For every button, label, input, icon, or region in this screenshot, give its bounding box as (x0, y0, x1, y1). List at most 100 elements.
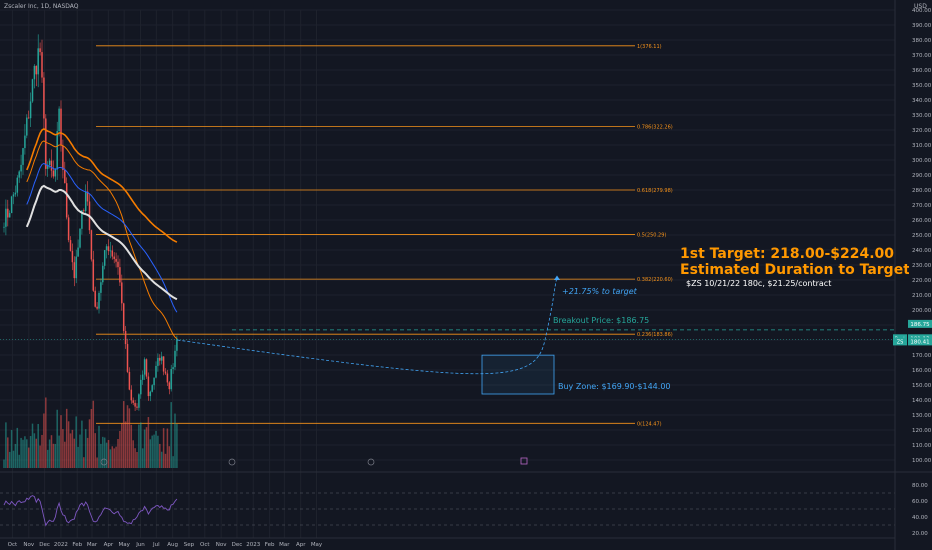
price-tag-2: 180.41 (910, 339, 929, 345)
volume-bar (8, 451, 11, 468)
candle-body (7, 208, 9, 218)
volume-bar (113, 448, 115, 468)
candle-body (109, 250, 112, 252)
candle-body (134, 402, 136, 407)
candle-body (130, 389, 133, 401)
fib-label-1: 0.786(322.26) (637, 125, 673, 131)
candle-body (58, 108, 60, 132)
earnings-marker-icon[interactable] (367, 458, 375, 466)
breakout-label: Breakout Price: $186.75 (553, 316, 650, 325)
candle-body (52, 170, 55, 177)
fibonacci-levels: 1(376.11) 0.786(322.26) 0.618(279.98) 0.5(2… (96, 44, 673, 427)
candle-body (103, 250, 106, 266)
candle-body (140, 379, 142, 395)
ma-200-line (25, 184, 178, 301)
time-tick-6: Apr (104, 542, 114, 548)
price-tag-0: 186.75 (910, 322, 930, 328)
rsi-tick-1: 60.00 (912, 499, 928, 505)
candle-body (105, 246, 108, 251)
candle-body (77, 247, 79, 257)
volume-bar (83, 457, 85, 468)
price-tick-11: 210.00 (912, 293, 932, 299)
candle-body (65, 183, 68, 218)
volume-bar (119, 430, 121, 468)
volume-bar (24, 436, 26, 468)
volume-bar (77, 446, 79, 468)
volume-bar (168, 446, 171, 468)
candle-body (33, 65, 36, 80)
candle-body (160, 356, 163, 361)
volume-bar (147, 417, 150, 468)
candle-body (31, 79, 34, 102)
volume-bar (84, 429, 87, 468)
time-tick-7: May (118, 542, 130, 548)
volume-bar (46, 449, 49, 468)
volume-bar (174, 413, 176, 468)
symbol-header[interactable]: Zscaler Inc, 1D, NASDAQ (4, 3, 79, 10)
candle-body (168, 382, 171, 390)
volume-bar (39, 445, 41, 468)
price-tick-4: 140.00 (912, 398, 932, 404)
time-tick-14: Dec (232, 542, 243, 548)
volume-bar (54, 443, 57, 468)
candle-body (153, 377, 155, 386)
candle-body (162, 356, 165, 372)
gain-note: +21.75% to target (562, 287, 637, 296)
earnings-marker-icon[interactable] (100, 458, 108, 466)
candle-body (115, 258, 117, 262)
price-tick-24: 340.00 (912, 98, 932, 104)
volume-bar (20, 437, 22, 468)
price-tag-prefix-2: ZS (897, 339, 904, 345)
candle-body (136, 406, 138, 408)
volume-bar (96, 457, 98, 468)
rsi-line (3, 495, 178, 527)
volume-bar (86, 437, 89, 468)
volume-bar (143, 429, 146, 468)
volume-bar (52, 443, 55, 468)
volume-bar (124, 421, 127, 468)
fib-label-6: 0(124.47) (637, 421, 662, 427)
volume-bar (69, 433, 72, 468)
time-tick-3: 2022 (54, 542, 68, 548)
candle-body (166, 373, 169, 383)
volume-bar (48, 439, 51, 468)
candle-body (81, 210, 83, 229)
rsi-tick-0: 80.00 (912, 483, 928, 489)
price-tick-10: 200.00 (912, 308, 932, 314)
candle-body (126, 344, 129, 372)
candle-body (24, 135, 26, 149)
candle-body (5, 208, 7, 227)
candle-body (117, 261, 119, 268)
candle-body (141, 374, 144, 380)
volume-bar (22, 439, 24, 468)
volume-bar (166, 428, 169, 468)
candle-body (64, 170, 66, 184)
price-tag-prefix-bg-2 (893, 337, 907, 346)
volume-bar (18, 454, 20, 468)
price-tick-13: 230.00 (912, 263, 932, 269)
candle-body (43, 77, 45, 119)
candle-body (35, 65, 38, 75)
fib-label-3: 0.5(250.29) (637, 233, 666, 239)
candle-body (138, 394, 140, 408)
ma-100-line (26, 127, 178, 243)
candle-body (18, 171, 20, 178)
earnings-marker-icon[interactable] (228, 458, 236, 466)
volume-bar (12, 450, 15, 468)
volume-bar (164, 453, 167, 468)
ma-blue-line (26, 162, 178, 313)
volume-bar (176, 424, 178, 468)
time-tick-1: Nov (23, 542, 34, 548)
rsi-panel (0, 492, 895, 527)
price-tick-25: 350.00 (912, 83, 932, 89)
event-marker-icon[interactable] (520, 457, 528, 465)
volume-bar (10, 430, 13, 468)
price-tick-30: 400.00 (912, 8, 932, 14)
candle-body (62, 145, 64, 171)
volume-bar (134, 448, 136, 468)
price-tick-18: 280.00 (912, 188, 932, 194)
volume-bar (58, 435, 60, 468)
volume-bar (67, 421, 70, 468)
